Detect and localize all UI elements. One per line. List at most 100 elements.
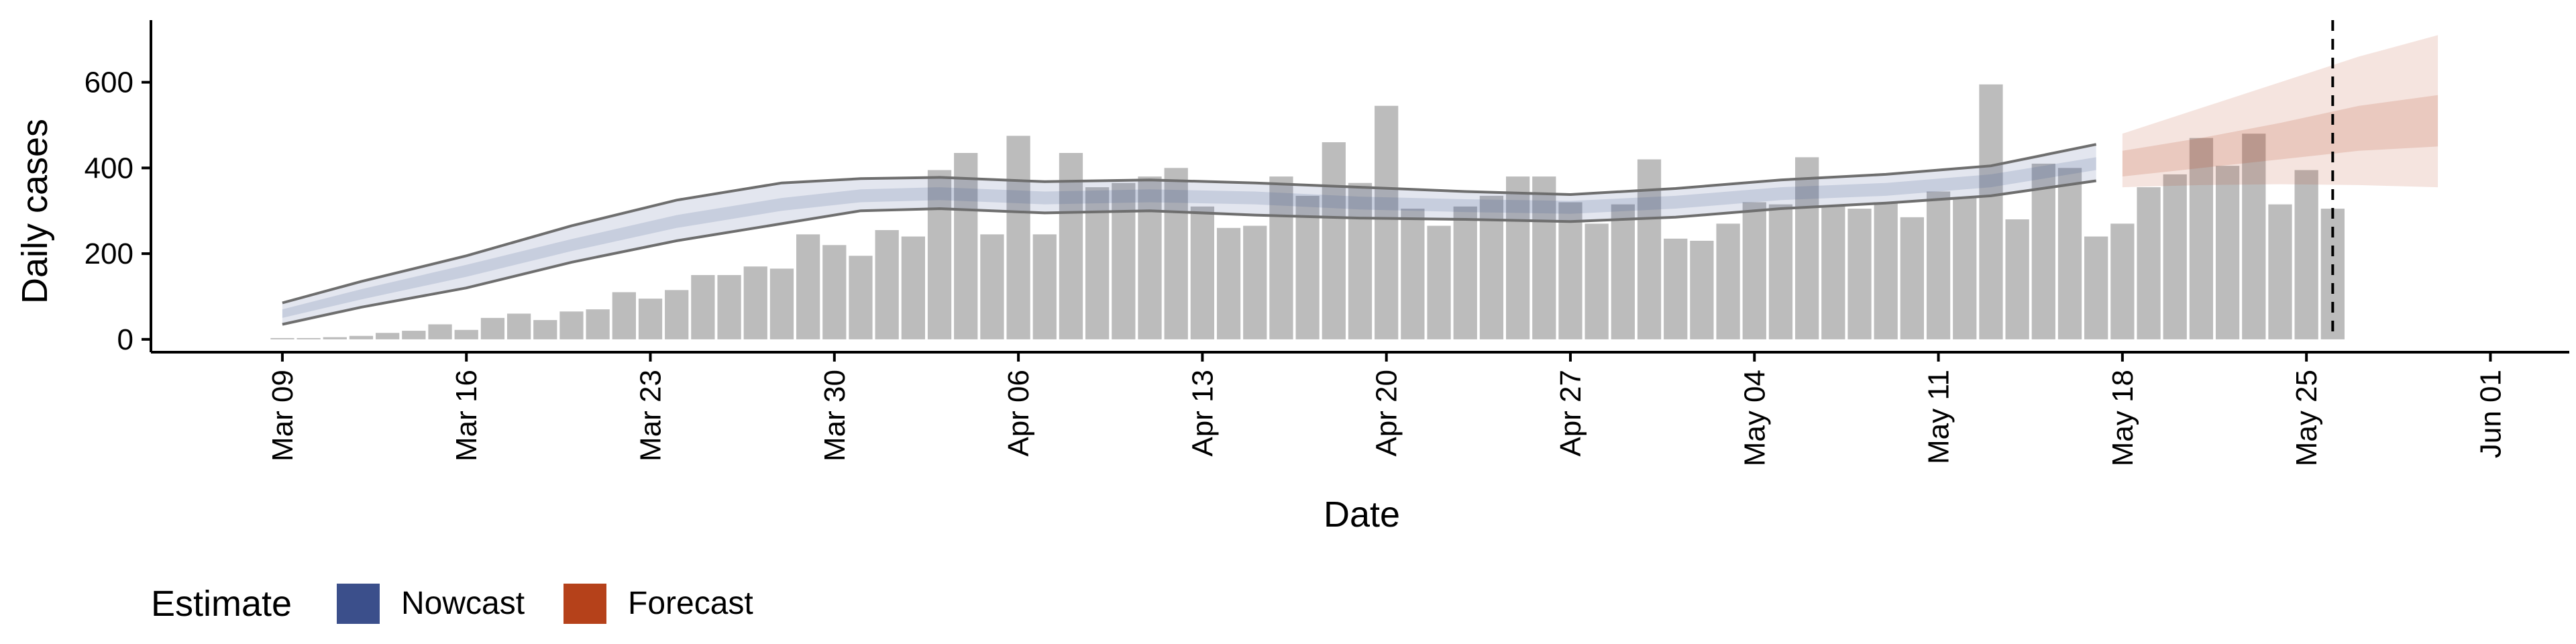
bar-2020-05-08	[1847, 209, 1872, 339]
bar-2020-04-15	[1243, 225, 1267, 339]
bar-2020-04-18	[1322, 142, 1346, 339]
bar-2020-03-14	[402, 331, 426, 339]
bar-2020-03-22	[612, 292, 636, 339]
y-tick-label-0: 0	[117, 323, 133, 356]
bar-2020-05-03	[1716, 223, 1740, 339]
bar-2020-03-16	[454, 329, 478, 339]
legend-title: Estimate	[151, 584, 292, 624]
bar-2020-03-21	[586, 309, 610, 339]
bar-2020-05-19	[2137, 187, 2161, 339]
x-tick-label-2020-04-20: Apr 20	[1371, 370, 1403, 457]
bar-2020-03-24	[665, 290, 689, 339]
bar-2020-04-22	[1427, 225, 1451, 339]
bar-2020-05-21	[2189, 138, 2214, 339]
x-tick-label-2020-05-11: May 11	[1923, 370, 1955, 464]
bar-2020-03-27	[743, 266, 767, 339]
bar-2020-04-03	[927, 170, 952, 339]
bar-2020-05-23	[2242, 133, 2266, 339]
bar-2020-04-11	[1138, 176, 1162, 339]
bar-2020-05-25	[2294, 170, 2318, 339]
bar-2020-04-29	[1611, 204, 1635, 339]
legend-label-forecast: Forecast	[628, 586, 753, 621]
bars-layer	[270, 84, 2345, 339]
x-tick-label-2020-04-27: Apr 27	[1554, 370, 1587, 457]
axes-layer: 0 200 400 600 Mar 09 Mar 16 Mar 23 Mar 30 Apr 06…	[85, 20, 2569, 466]
bar-2020-03-19	[533, 320, 557, 339]
nowcast-band-90	[282, 144, 2096, 325]
bar-2020-05-20	[2163, 174, 2187, 339]
x-tick-label-2020-05-25: May 25	[2290, 370, 2323, 466]
nowcast-lower-line	[282, 179, 2096, 326]
x-tick-label-2020-06-01: Jun 01	[2474, 370, 2507, 458]
bar-2020-04-10	[1112, 182, 1136, 339]
legend-label-nowcast: Nowcast	[401, 586, 525, 621]
legend-swatch-nowcast	[337, 584, 380, 624]
bar-2020-04-01	[875, 229, 899, 339]
x-tick-label-2020-03-23: Mar 23	[635, 370, 667, 462]
bar-2020-05-11	[1926, 191, 1951, 339]
x-tick-label-2020-05-04: May 04	[1738, 370, 1771, 466]
bar-2020-03-12	[349, 335, 374, 339]
x-tick-label-2020-03-09: Mar 09	[266, 370, 299, 462]
bar-2020-03-20	[559, 311, 584, 339]
bar-2020-05-01	[1664, 238, 1688, 339]
y-tick-label-200: 200	[85, 237, 133, 270]
lines-layer	[282, 143, 2097, 326]
bar-2020-05-12	[1953, 198, 1977, 339]
bar-2020-04-07	[1032, 234, 1057, 339]
bar-2020-03-23	[638, 299, 663, 339]
bar-2020-04-23	[1453, 206, 1477, 339]
bar-2020-03-26	[717, 275, 741, 339]
bar-2020-05-02	[1690, 240, 1714, 339]
bar-2020-03-09	[270, 337, 294, 339]
bar-2020-05-05	[1768, 204, 1793, 339]
bar-2020-04-05	[980, 234, 1004, 339]
bar-2020-03-29	[796, 234, 820, 339]
x-tick-label-2020-04-13: Apr 13	[1186, 370, 1219, 457]
bands-layer	[282, 35, 2438, 325]
bar-2020-03-18	[506, 313, 531, 339]
x-tick-label-2020-05-18: May 18	[2106, 370, 2139, 466]
bar-2020-03-13	[376, 333, 400, 339]
bar-2020-05-22	[2215, 166, 2240, 339]
bar-2020-03-15	[428, 324, 452, 339]
y-axis-title: Daily cases	[15, 119, 55, 304]
bar-2020-04-12	[1164, 168, 1188, 339]
bar-2020-05-14	[2005, 219, 2029, 339]
bar-2020-04-19	[1348, 182, 1373, 339]
bar-2020-05-10	[1900, 217, 1925, 339]
bar-2020-04-14	[1216, 227, 1241, 339]
x-tick-label-2020-04-06: Apr 06	[1002, 370, 1035, 457]
nowcast-upper-line	[282, 143, 2097, 305]
bar-2020-05-18	[2110, 223, 2135, 339]
x-tick-label-2020-03-16: Mar 16	[450, 370, 483, 462]
bar-2020-05-04	[1742, 202, 1766, 339]
bar-2020-04-20	[1375, 105, 1399, 339]
forecast-band-90	[2122, 35, 2438, 188]
bar-2020-05-09	[1874, 202, 1898, 339]
bar-2020-04-21	[1401, 209, 1425, 339]
bar-2020-04-06	[1006, 136, 1030, 339]
bar-2020-04-17	[1295, 195, 1320, 339]
legend: Estimate Nowcast Forecast	[151, 584, 753, 624]
bar-2020-04-13	[1190, 206, 1215, 339]
bar-2020-05-17	[2084, 236, 2108, 339]
bar-2020-04-25	[1505, 176, 1530, 339]
nowcast-band-inner	[282, 157, 2096, 318]
bar-2020-04-02	[901, 236, 925, 339]
bar-2020-04-26	[1532, 176, 1556, 339]
bar-2020-05-07	[1821, 206, 1845, 339]
bar-2020-03-17	[480, 317, 505, 339]
legend-swatch-forecast	[564, 584, 606, 624]
bar-2020-04-16	[1269, 176, 1293, 339]
bar-2020-05-13	[1979, 84, 2003, 339]
x-axis-title: Date	[1324, 494, 1400, 535]
bar-2020-05-16	[2057, 168, 2082, 339]
bar-2020-03-30	[822, 245, 847, 339]
bar-2020-04-27	[1558, 202, 1582, 339]
bar-2020-05-06	[1795, 157, 1819, 339]
bar-2020-03-25	[691, 275, 715, 339]
y-tick-label-600: 600	[85, 66, 133, 99]
bar-2020-04-04	[954, 153, 978, 339]
